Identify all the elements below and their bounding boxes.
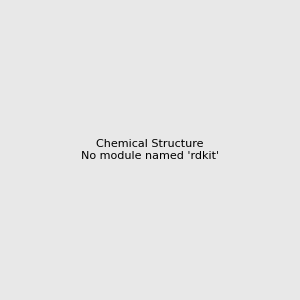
Text: Chemical Structure
No module named 'rdkit': Chemical Structure No module named 'rdki…	[81, 139, 219, 161]
